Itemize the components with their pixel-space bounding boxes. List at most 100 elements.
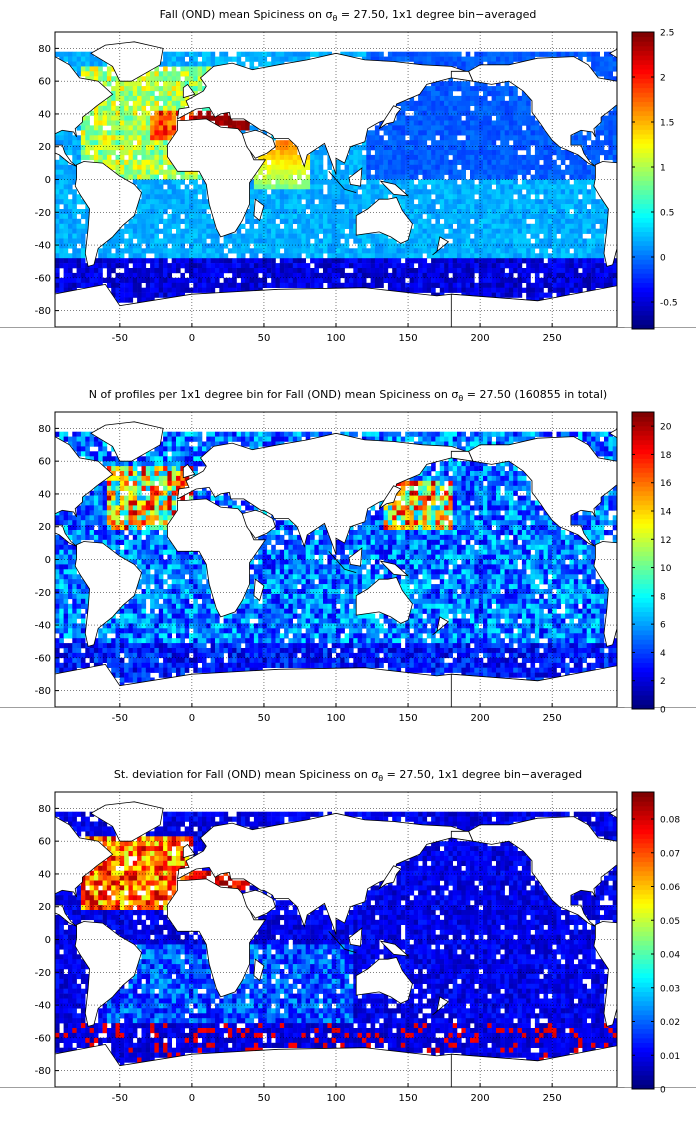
data-cell — [331, 243, 337, 249]
data-cell — [145, 248, 151, 254]
data-cell — [573, 184, 579, 190]
data-cell — [448, 456, 453, 462]
data-cell — [444, 150, 449, 156]
data-cell — [392, 174, 397, 180]
data-cell — [292, 199, 298, 205]
data-cell — [383, 150, 389, 156]
data-cell — [271, 61, 276, 67]
data-cell — [227, 258, 233, 264]
data-cell — [526, 272, 531, 279]
data-cell — [288, 154, 293, 161]
data-cell — [500, 282, 505, 288]
data-cell — [344, 164, 350, 170]
data-cell — [409, 51, 415, 57]
data-cell — [383, 253, 389, 259]
data-cell — [150, 120, 155, 126]
data-cell — [158, 263, 164, 269]
data-cell — [344, 184, 350, 190]
data-cell — [487, 164, 492, 170]
data-cell — [258, 263, 263, 269]
data-cell — [521, 243, 527, 249]
data-cell — [461, 248, 466, 254]
data-cell — [340, 179, 345, 185]
data-cell — [323, 277, 328, 283]
data-cell — [176, 189, 181, 195]
data-cell — [508, 194, 514, 200]
data-cell — [547, 169, 553, 175]
data-cell — [586, 154, 592, 161]
data-cell — [215, 282, 220, 288]
data-cell — [124, 100, 129, 106]
data-cell — [344, 159, 350, 165]
data-cell — [586, 135, 592, 141]
data-cell — [604, 71, 609, 77]
data-cell — [141, 110, 147, 116]
data-cell — [271, 441, 276, 447]
data-cell — [318, 199, 324, 205]
data-cell — [539, 199, 544, 205]
data-cell — [591, 218, 596, 224]
data-cell — [219, 272, 224, 279]
data-cell — [193, 61, 198, 67]
data-cell — [383, 130, 389, 136]
data-cell — [98, 248, 103, 254]
data-cell — [582, 282, 587, 288]
data-cell — [539, 135, 544, 141]
data-cell — [526, 110, 531, 116]
data-cell — [171, 292, 177, 298]
data-cell — [470, 135, 475, 141]
data-cell — [565, 189, 570, 195]
data-cell — [392, 179, 397, 185]
data-cell — [435, 159, 440, 165]
data-cell — [154, 120, 159, 126]
data-cell — [461, 282, 466, 288]
data-cell — [336, 159, 341, 165]
data-cell — [556, 258, 562, 264]
data-cell — [349, 199, 354, 205]
data-cell — [63, 218, 69, 224]
data-cell — [292, 282, 298, 288]
data-cell — [145, 204, 151, 210]
data-cell — [565, 268, 570, 274]
data-cell — [197, 253, 203, 259]
data-cell — [145, 81, 151, 87]
data-cell — [565, 51, 570, 57]
data-cell — [305, 199, 311, 205]
data-cell — [227, 263, 233, 269]
data-cell — [543, 140, 549, 146]
data-cell — [379, 159, 384, 165]
data-cell — [106, 66, 112, 72]
data-cell — [59, 130, 64, 136]
data-cell — [189, 228, 194, 234]
data-cell — [513, 268, 518, 274]
data-cell — [284, 184, 289, 190]
data-cell — [145, 169, 151, 175]
data-cell — [98, 76, 103, 82]
data-cell — [392, 150, 397, 156]
data-cell — [448, 174, 453, 180]
data-cell — [526, 51, 531, 57]
data-cell — [405, 140, 410, 146]
data-cell — [508, 272, 514, 279]
data-cell — [491, 95, 497, 102]
data-cell — [526, 189, 531, 195]
data-cell — [409, 485, 415, 491]
data-cell — [374, 164, 380, 170]
data-cell — [163, 154, 168, 161]
data-cell — [124, 475, 129, 482]
data-cell — [297, 218, 302, 224]
data-cell — [444, 140, 449, 146]
data-cell — [478, 110, 484, 116]
data-cell — [176, 51, 181, 57]
data-cell — [517, 189, 523, 195]
data-cell — [150, 238, 155, 244]
data-cell — [569, 135, 574, 141]
data-cell — [491, 125, 497, 131]
data-cell — [55, 243, 60, 249]
data-cell — [478, 125, 484, 131]
data-cell — [444, 431, 449, 437]
data-cell — [314, 209, 319, 215]
data-cell — [288, 174, 293, 180]
data-cell — [405, 199, 410, 205]
data-cell — [176, 248, 181, 254]
